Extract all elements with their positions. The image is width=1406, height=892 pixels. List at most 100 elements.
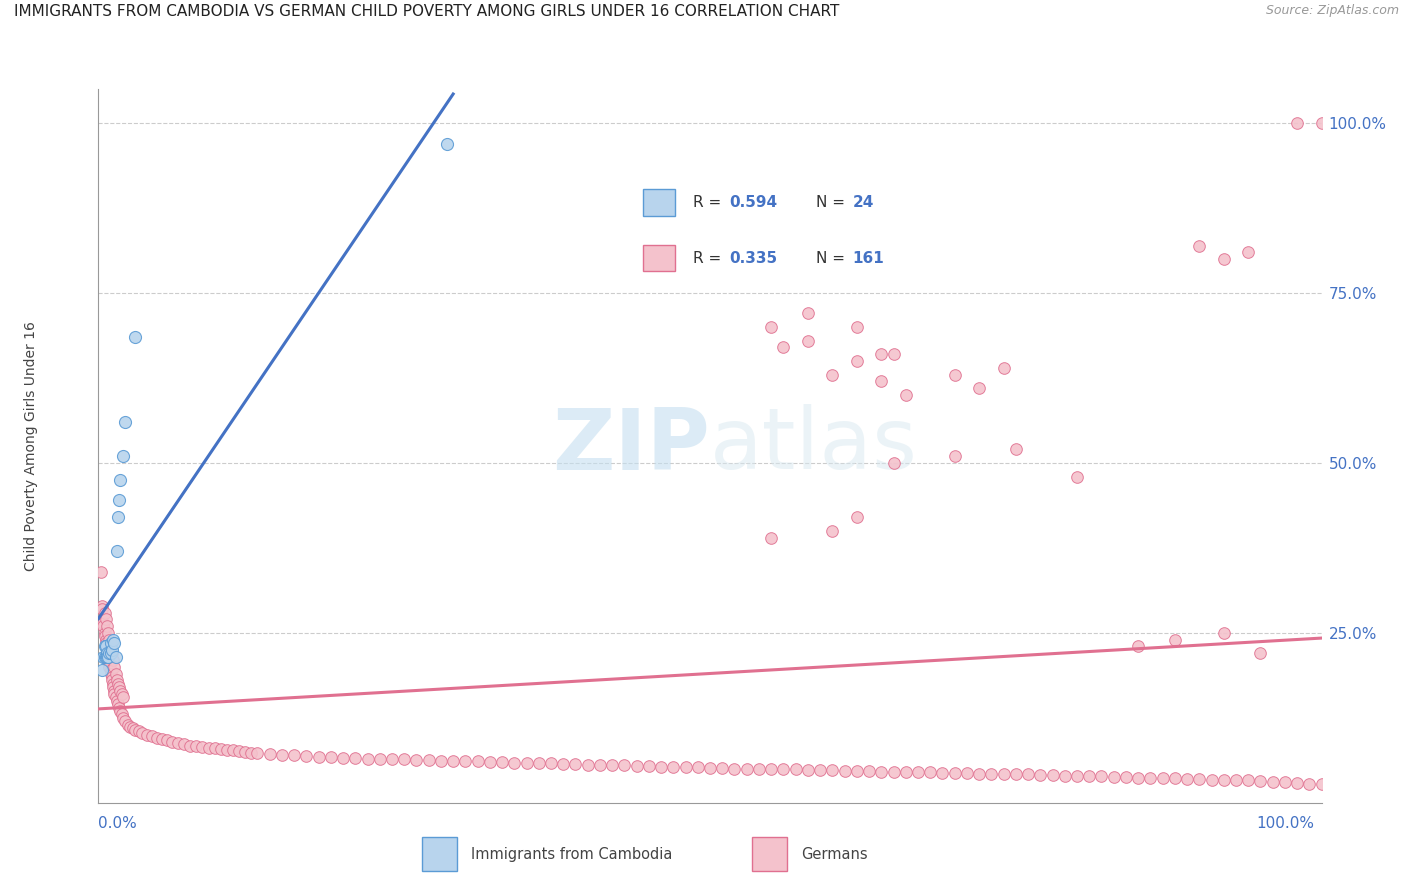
Point	[98, 657, 121, 671]
Point	[191, 740, 214, 755]
Point	[441, 754, 464, 768]
Point	[931, 765, 953, 780]
Point	[870, 764, 893, 779]
Point	[97, 649, 120, 664]
Point	[527, 756, 550, 771]
Point	[103, 636, 125, 650]
Point	[308, 749, 330, 764]
Text: IMMIGRANTS FROM CAMBODIA VS GERMAN CHILD POVERTY AMONG GIRLS UNDER 16 CORRELATIO: IMMIGRANTS FROM CAMBODIA VS GERMAN CHILD…	[14, 4, 839, 20]
Point	[136, 728, 159, 742]
Point	[100, 663, 122, 677]
Point	[1175, 772, 1198, 786]
Point	[883, 456, 905, 470]
Point	[246, 746, 269, 760]
Point	[772, 341, 794, 355]
Point	[626, 759, 648, 773]
Point	[101, 677, 124, 691]
Bar	[422, 838, 457, 871]
Point	[381, 752, 404, 766]
Point	[1188, 238, 1211, 252]
Point	[808, 763, 831, 777]
Text: 100.0%: 100.0%	[1257, 816, 1315, 831]
Point	[894, 764, 917, 779]
Point	[124, 723, 146, 737]
Point	[675, 760, 697, 774]
Point	[1298, 777, 1320, 791]
Point	[1066, 769, 1088, 783]
Text: 161: 161	[852, 251, 884, 266]
Point	[114, 415, 136, 429]
Point	[1201, 772, 1223, 787]
Point	[160, 734, 183, 748]
Point	[120, 720, 142, 734]
Point	[967, 766, 990, 780]
Point	[103, 660, 125, 674]
Point	[128, 724, 150, 739]
Text: Germans: Germans	[801, 847, 868, 862]
Point	[454, 755, 477, 769]
Point	[1237, 245, 1260, 260]
Point	[93, 606, 115, 620]
Point	[723, 762, 745, 776]
Point	[186, 739, 208, 754]
Point	[797, 306, 820, 320]
Point	[167, 736, 190, 750]
Point	[870, 347, 893, 361]
Text: ZIP: ZIP	[553, 404, 710, 488]
Point	[110, 473, 132, 487]
Point	[173, 737, 195, 751]
Point	[100, 646, 122, 660]
Point	[101, 653, 124, 667]
Point	[735, 762, 758, 776]
Point	[105, 673, 128, 688]
Point	[295, 748, 318, 763]
Point	[1066, 469, 1088, 483]
Point	[943, 449, 966, 463]
Point	[105, 544, 128, 558]
Point	[662, 760, 685, 774]
Point	[107, 510, 129, 524]
Point	[93, 649, 115, 664]
Point	[894, 388, 917, 402]
Point	[319, 750, 342, 764]
Point	[638, 759, 661, 773]
Point	[114, 714, 136, 729]
Point	[110, 704, 132, 718]
Point	[107, 698, 129, 712]
Point	[1090, 769, 1112, 783]
Point	[197, 740, 219, 755]
Point	[91, 619, 114, 633]
Point	[564, 757, 586, 772]
Point	[943, 368, 966, 382]
Point	[96, 643, 118, 657]
Point	[228, 744, 250, 758]
Point	[93, 626, 115, 640]
Point	[150, 731, 173, 746]
Point	[108, 493, 131, 508]
Point	[1004, 442, 1026, 457]
Text: 24: 24	[852, 195, 873, 211]
Point	[91, 649, 114, 664]
Point	[1188, 772, 1211, 786]
Point	[1004, 767, 1026, 781]
Point	[97, 653, 120, 667]
Point	[699, 761, 721, 775]
Point	[1212, 772, 1234, 787]
Point	[117, 717, 139, 731]
Point	[1078, 769, 1101, 783]
Point	[870, 375, 893, 389]
Point	[1164, 632, 1187, 647]
Bar	[643, 245, 675, 271]
Point	[111, 687, 134, 701]
Point	[259, 747, 281, 761]
Point	[467, 755, 489, 769]
Point	[101, 643, 124, 657]
Point	[1286, 116, 1309, 130]
Point	[956, 765, 979, 780]
Point	[1274, 775, 1296, 789]
Point	[107, 677, 129, 691]
Point	[392, 752, 416, 766]
Point	[103, 687, 125, 701]
Point	[100, 666, 122, 681]
Point	[1310, 777, 1333, 791]
